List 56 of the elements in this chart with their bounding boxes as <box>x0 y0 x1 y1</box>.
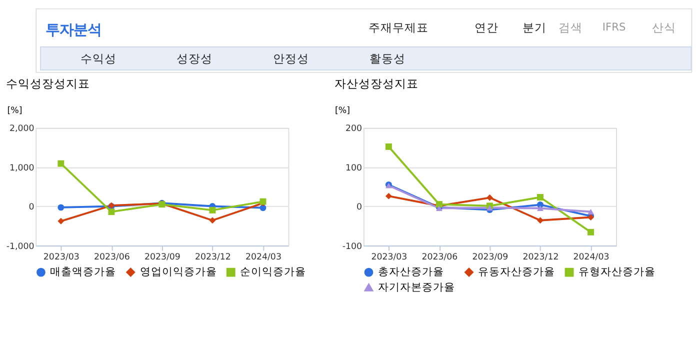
x-tick-label: 2023/06 <box>94 252 130 262</box>
x-tick-label: 2023/09 <box>472 252 508 262</box>
y-tick-label: 100 <box>345 163 362 174</box>
text: 주재무제표 <box>368 20 428 34</box>
y-tick-label: 200 <box>345 124 362 134</box>
x-tick-label: 2023/03 <box>43 252 80 262</box>
x-tick-label: 2023/06 <box>422 252 458 262</box>
chart-title: 수익성장성지표 <box>6 76 90 90</box>
text: 산식 <box>652 20 676 34</box>
point <box>385 143 392 150</box>
text: IFRS <box>602 21 626 34</box>
point <box>260 204 266 212</box>
text: 연간 <box>474 20 498 34</box>
y-tick-label: -1,000 <box>6 242 34 252</box>
text: 분기 <box>522 20 547 34</box>
legend-label: 자기자본증가율 <box>378 281 455 294</box>
y-tick-label: -100 <box>342 242 362 252</box>
point <box>537 194 544 200</box>
y-tick-label: 0 <box>28 202 34 213</box>
y-tick-label: 2,000 <box>9 124 34 134</box>
point <box>58 160 64 167</box>
point <box>537 205 544 212</box>
point <box>385 192 392 200</box>
point <box>209 217 216 224</box>
point <box>108 208 115 215</box>
legend-label: 유형자산증가율 <box>578 266 656 278</box>
point <box>209 206 216 214</box>
x-tick-label: 2023/03 <box>371 252 408 262</box>
x-tick-label: 2024/03 <box>245 252 282 262</box>
x-tick-label: 2023/09 <box>144 252 180 262</box>
y-axis-title: [%] <box>7 106 22 116</box>
text: 수익성 <box>80 51 116 66</box>
point <box>58 204 64 211</box>
legend-label: 순이익증가율 <box>240 266 306 278</box>
x-tick-label: 2023/12 <box>522 252 559 262</box>
y-axis-title: [%] <box>335 106 350 116</box>
point <box>486 205 493 211</box>
text: 안정성 <box>273 51 310 66</box>
x-tick-label: 2024/03 <box>573 252 610 262</box>
point <box>537 217 544 224</box>
text: 검색 <box>558 20 583 34</box>
text: 활동성 <box>370 51 406 66</box>
legend-label: 영업이익증가율 <box>140 266 217 278</box>
y-tick-label: 0 <box>356 202 362 213</box>
point <box>588 228 594 236</box>
y-tick-label: 1,000 <box>9 163 34 174</box>
text: 성장성 <box>176 51 213 66</box>
chart-title: 자산성장성지표 <box>334 76 419 90</box>
point <box>58 218 64 224</box>
x-tick-label: 2023/12 <box>194 252 231 262</box>
point <box>588 208 594 215</box>
point <box>486 194 493 201</box>
text: 투자분석 <box>45 22 102 38</box>
legend-label: 유동자산증가율 <box>478 266 556 278</box>
legend-label: 매출액증가율 <box>50 266 116 278</box>
legend-label: 총자산증가율 <box>378 266 444 278</box>
